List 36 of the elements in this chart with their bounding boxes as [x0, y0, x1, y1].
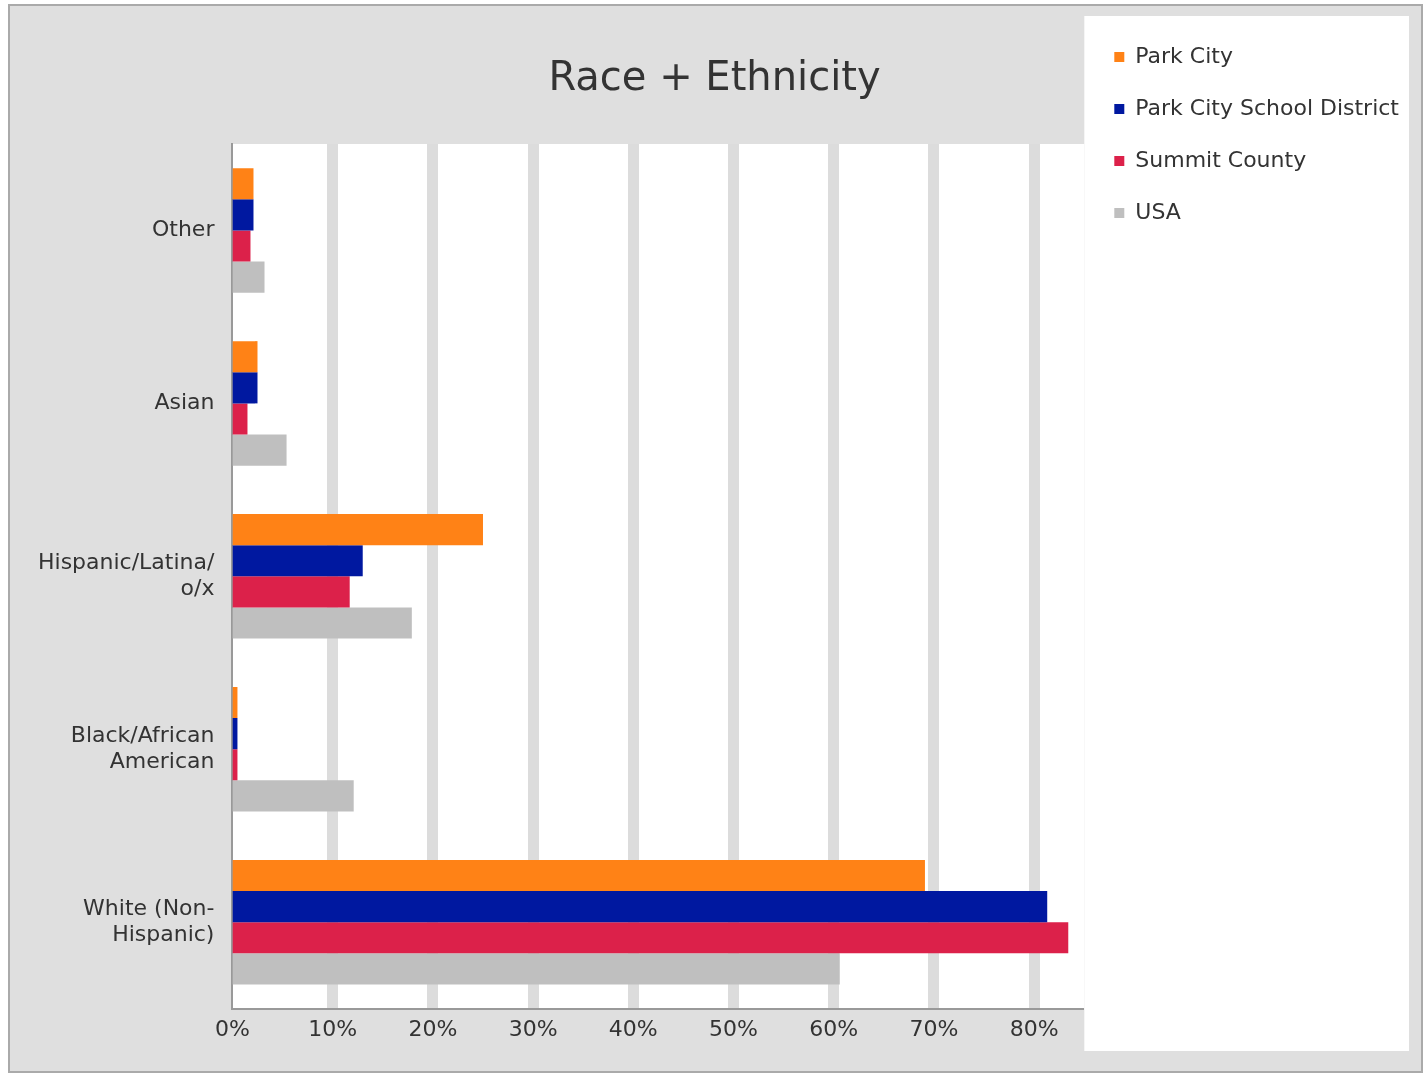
y-tick-label: Black/African American — [70, 721, 215, 774]
y-tick-label: Asian — [154, 389, 215, 415]
bar — [232, 261, 265, 293]
bar — [232, 168, 254, 200]
x-tick-label: 30% — [508, 1015, 558, 1041]
legend-label: USA — [1135, 198, 1181, 224]
bar — [232, 434, 287, 466]
bar — [232, 780, 354, 812]
x-tick-label: 60% — [809, 1015, 859, 1041]
legend-label: Summit County — [1135, 146, 1307, 172]
x-tick-label: 40% — [608, 1015, 658, 1041]
bar — [232, 199, 254, 231]
bar — [232, 230, 251, 262]
y-tick-label: Hispanic/Latina/o/x — [37, 548, 216, 601]
bar — [232, 891, 1048, 923]
bar — [232, 607, 412, 639]
x-tick-label: 50% — [709, 1015, 758, 1041]
legend-label: Park City — [1135, 42, 1233, 68]
x-tick-label: 20% — [408, 1015, 458, 1041]
bar — [232, 922, 1069, 954]
bar — [232, 953, 840, 985]
bar — [232, 372, 258, 404]
bar — [232, 514, 483, 546]
x-tick-label: 10% — [308, 1015, 358, 1041]
y-tick-label: Other — [151, 216, 216, 242]
bar — [232, 859, 925, 892]
bar — [232, 576, 350, 608]
chart-title: Race + Ethnicity — [548, 53, 881, 100]
legend-label: Park City School District — [1135, 94, 1400, 120]
x-tick-label: 80% — [1009, 1015, 1059, 1041]
x-tick-label: 70% — [909, 1015, 959, 1041]
y-tick-label: White (Non-Hispanic) — [83, 894, 215, 947]
x-tick-label: 0% — [214, 1015, 250, 1041]
bar — [232, 341, 258, 373]
bar — [232, 545, 363, 577]
bar — [232, 403, 248, 435]
